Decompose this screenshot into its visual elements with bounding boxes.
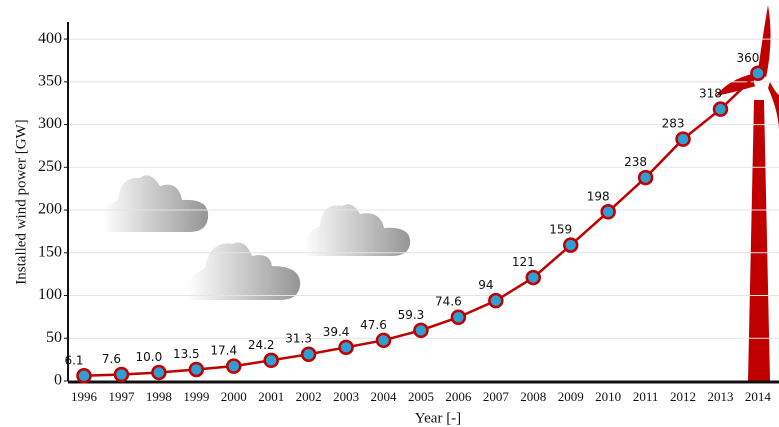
x-tick-label: 2013: [707, 389, 733, 404]
marker: [750, 65, 766, 82]
data-label: 10.0: [136, 350, 163, 364]
x-tick-label: 1999: [183, 389, 209, 404]
marker: [600, 204, 616, 220]
marker: [637, 169, 654, 186]
y-tick-label: 400: [38, 30, 62, 47]
y-tick-label: 150: [38, 243, 62, 260]
decoration: [101, 5, 779, 381]
data-label: 360: [736, 51, 759, 65]
marker: [450, 309, 467, 325]
x-tick-label: 2003: [333, 389, 359, 404]
y-tick-label: 350: [38, 73, 62, 90]
marker: [76, 368, 92, 384]
x-tick-label: 1996: [71, 389, 98, 404]
data-label: 94: [478, 278, 493, 292]
data-label: 39.4: [323, 325, 350, 339]
marker: [375, 332, 392, 349]
data-label: 17.4: [210, 344, 237, 358]
data-label: 74.6: [435, 295, 462, 309]
x-tick-label: 2005: [408, 389, 434, 404]
marker: [675, 131, 691, 147]
x-tick-label: 2002: [296, 389, 322, 404]
data-label: 6.1: [64, 353, 83, 367]
x-tick-label: 2009: [558, 389, 584, 404]
data-label: 24.2: [248, 338, 275, 352]
y-tick-label: 300: [38, 115, 62, 132]
data-label: 198: [587, 189, 610, 203]
data-label: 47.6: [360, 318, 387, 332]
x-tick-label: 2010: [595, 389, 621, 404]
data-label: 159: [549, 223, 572, 237]
marker: [300, 346, 317, 362]
x-tick-label: 1997: [108, 389, 135, 404]
x-tick-label: 2000: [221, 389, 247, 404]
x-tick-label: 2014: [745, 389, 772, 404]
marker: [488, 292, 504, 309]
marker: [413, 322, 429, 339]
data-label: 59.3: [398, 308, 425, 322]
data-label: 238: [624, 155, 647, 169]
x-tick-label: 2006: [445, 389, 472, 404]
x-tick-label: 2001: [258, 389, 284, 404]
data-label: 121: [512, 255, 535, 269]
marker: [712, 101, 729, 117]
x-tick-label: 1998: [146, 389, 172, 404]
marker: [226, 358, 242, 374]
y-tick-label: 200: [38, 201, 62, 218]
x-tick-label: 2012: [670, 389, 696, 404]
marker: [338, 339, 354, 356]
x-tick-label: 2008: [520, 389, 546, 404]
marker: [188, 361, 205, 378]
marker: [151, 364, 167, 381]
y-tick-label: 0: [54, 372, 62, 389]
x-tick-label: 2007: [483, 389, 510, 404]
data-label: 7.6: [102, 352, 121, 366]
marker: [525, 269, 542, 286]
data-label: 318: [699, 87, 722, 101]
x-axis-label: Year [-]: [415, 410, 461, 426]
y-axis-label: Installed wind power [GW]: [13, 119, 29, 284]
x-tick-label: 2004: [371, 389, 398, 404]
marker: [113, 366, 130, 383]
marker: [562, 237, 579, 253]
marker: [263, 352, 279, 369]
data-label: 13.5: [173, 347, 200, 361]
data-label: 31.3: [285, 332, 312, 346]
x-tick-label: 2011: [633, 389, 659, 404]
y-tick-label: 250: [38, 158, 62, 175]
data-label: 283: [662, 117, 685, 131]
y-tick-label: 50: [46, 329, 62, 346]
y-tick-label: 100: [38, 286, 62, 303]
